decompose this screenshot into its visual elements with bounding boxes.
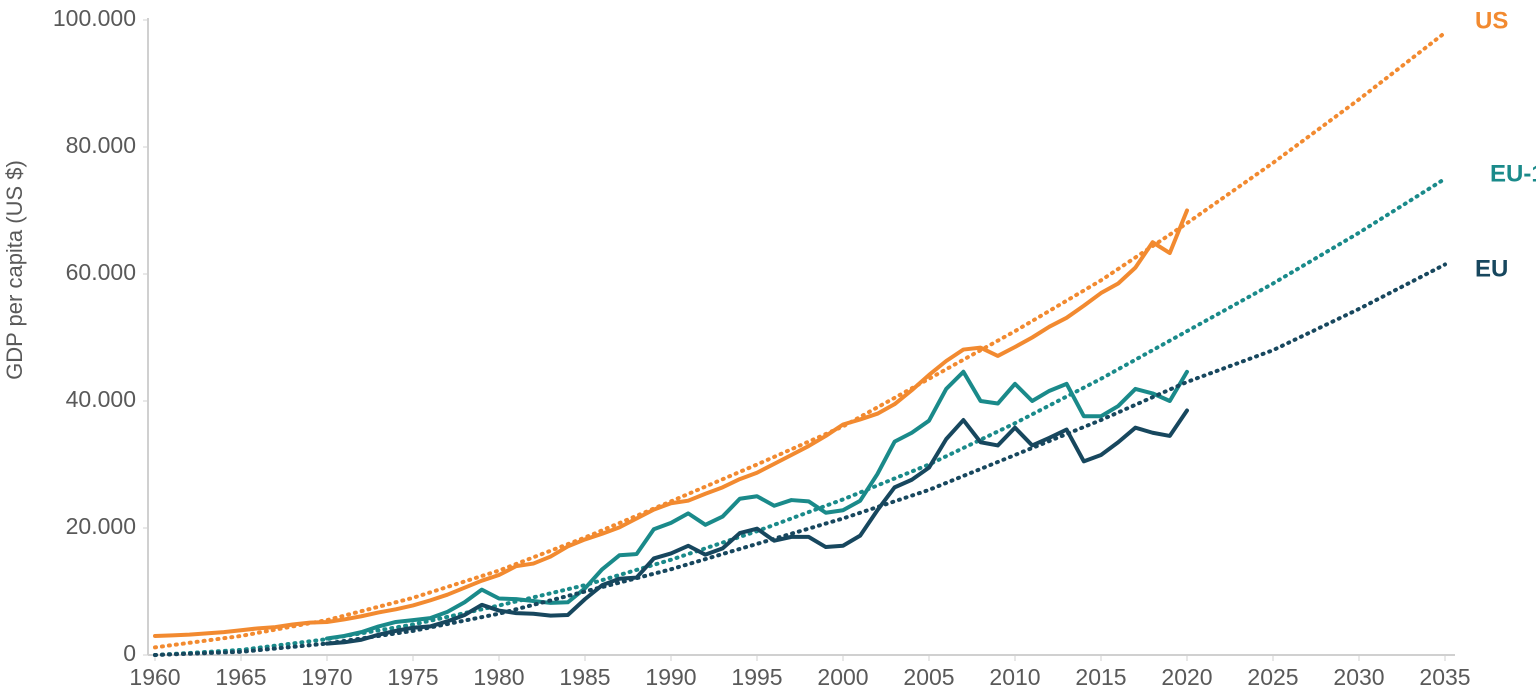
- series-label: EU: [1475, 255, 1508, 282]
- x-tick-label: 1990: [645, 664, 696, 690]
- x-tick-label: 2035: [1419, 664, 1470, 690]
- y-tick-label: 0: [123, 640, 136, 666]
- series-line: [153, 208, 1189, 638]
- series-label: US: [1475, 7, 1508, 34]
- x-tick-label: 2015: [1075, 664, 1126, 690]
- trend-line: [153, 176, 1447, 657]
- series-label: EU-15: [1490, 160, 1536, 187]
- y-tick-label: 20.000: [66, 513, 136, 539]
- trend-line: [153, 262, 1447, 657]
- y-tick-label: 40.000: [66, 386, 136, 412]
- x-tick-label: 2005: [903, 664, 954, 690]
- x-tick-label: 1985: [559, 664, 610, 690]
- x-tick-label: 1975: [387, 664, 438, 690]
- series-line: [325, 369, 1189, 641]
- y-tick-label: 60.000: [66, 259, 136, 285]
- x-tick-label: 1965: [215, 664, 266, 690]
- y-axis-label: GDP per capita (US $): [2, 160, 27, 380]
- trend-line: [153, 30, 1447, 650]
- x-tick-label: 2010: [989, 664, 1040, 690]
- x-tick-label: 1995: [731, 664, 782, 690]
- x-tick-label: 1970: [301, 664, 352, 690]
- x-tick-label: 2030: [1333, 664, 1384, 690]
- series-line: [325, 408, 1189, 646]
- x-tick-label: 2025: [1247, 664, 1298, 690]
- y-tick-label: 80.000: [66, 132, 136, 158]
- x-tick-label: 2020: [1161, 664, 1212, 690]
- x-tick-label: 2000: [817, 664, 868, 690]
- y-tick-label: 100.000: [53, 5, 136, 31]
- x-tick-label: 1980: [473, 664, 524, 690]
- x-tick-label: 1960: [129, 664, 180, 690]
